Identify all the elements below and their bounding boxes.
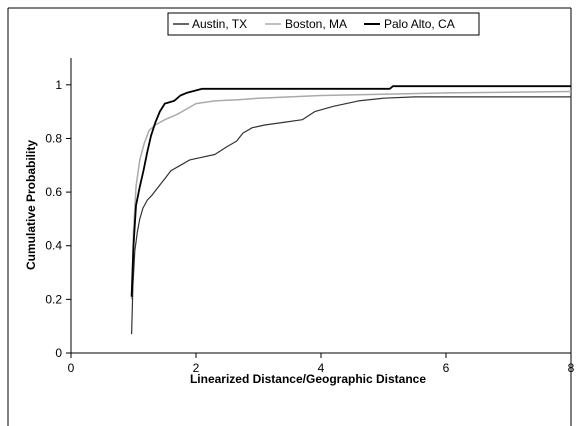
legend-label-austin: Austin, TX xyxy=(192,17,247,31)
y-tick-label: 0.2 xyxy=(45,292,62,306)
y-tick-label: 0 xyxy=(55,346,62,360)
x-tick-label: 4 xyxy=(318,361,325,375)
y-axis-title: Cumulative Probability xyxy=(24,140,38,270)
y-tick-label: 0.4 xyxy=(45,239,62,253)
y-ticks: 0 0.2 0.4 0.6 0.8 1 xyxy=(45,78,71,360)
x-tick-label: 2 xyxy=(193,361,200,375)
series-line-boston xyxy=(130,90,572,300)
legend: Austin, TX Boston, MA Palo Alto, CA xyxy=(167,12,480,36)
x-tick-label: 0 xyxy=(68,361,75,375)
y-tick-label: 0.8 xyxy=(45,131,62,145)
x-ticks: 0 2 4 6 8 xyxy=(68,353,575,375)
legend-label-boston: Boston, MA xyxy=(285,17,347,31)
y-tick-label: 0.6 xyxy=(45,185,62,199)
x-tick-label: 6 xyxy=(443,361,450,375)
legend-label-palo-alto: Palo Alto, CA xyxy=(384,17,455,31)
series-layer xyxy=(130,85,572,335)
series-line-austin xyxy=(131,96,571,335)
series-line-palo-alto xyxy=(130,85,571,297)
x-axis-title: Linearized Distance/Geographic Distance xyxy=(190,372,426,386)
legend-box xyxy=(167,12,480,36)
y-tick-label: 1 xyxy=(55,78,62,92)
x-tick-label: 8 xyxy=(568,361,575,375)
